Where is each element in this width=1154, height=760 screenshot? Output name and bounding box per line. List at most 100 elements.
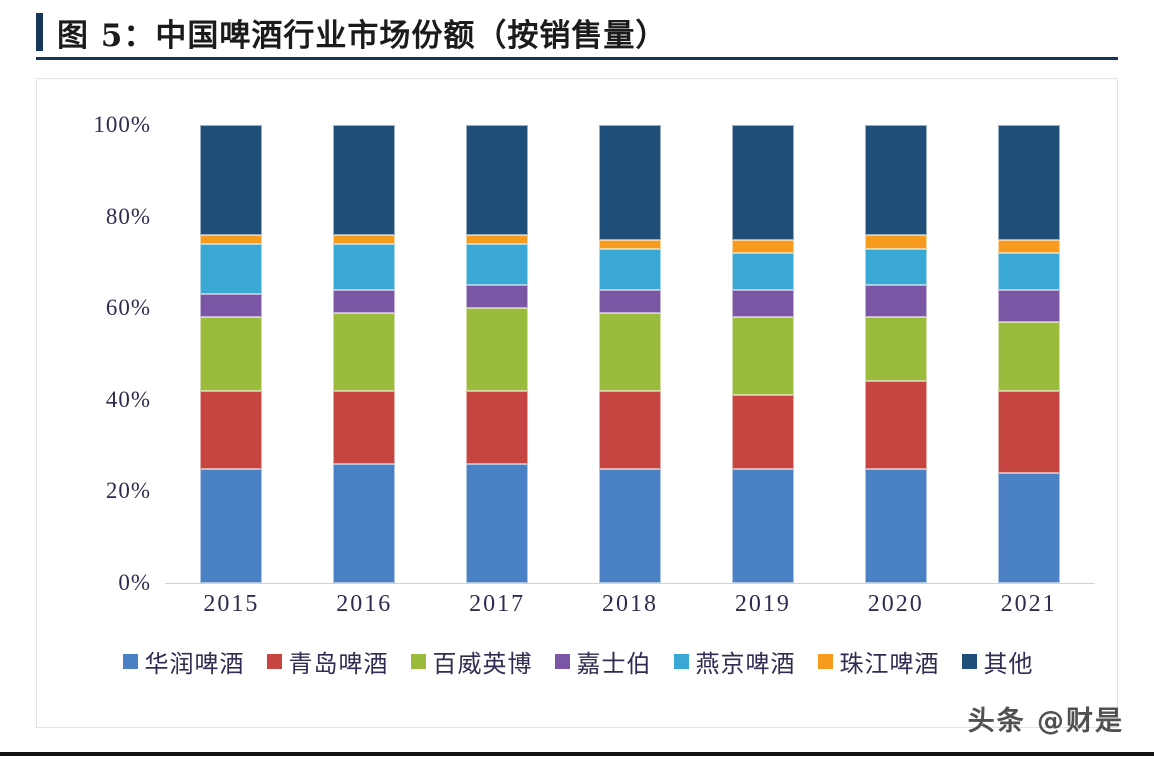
bar-column[interactable] [200, 125, 263, 583]
bar-segment[interactable] [333, 234, 396, 245]
y-axis-tick: 0% [118, 570, 151, 595]
legend-item[interactable]: 华润啤酒 [122, 644, 245, 679]
bar-segment[interactable] [200, 234, 263, 245]
legend-label: 百威英博 [432, 650, 533, 678]
bar-segment[interactable] [200, 244, 263, 295]
legend-swatch-icon [817, 654, 833, 669]
bar-segment[interactable] [997, 125, 1060, 240]
title-divider [36, 57, 1118, 60]
y-axis-tick: 40% [105, 386, 151, 412]
bar-segment[interactable] [864, 248, 927, 286]
bar-segment[interactable] [466, 244, 529, 286]
bar-segment[interactable] [200, 317, 263, 391]
x-axis-tick: 2018 [601, 591, 658, 617]
bar-segment[interactable] [466, 308, 529, 391]
y-axis-tick: 80% [105, 203, 151, 229]
bar-segment[interactable] [599, 312, 661, 391]
bar-segment[interactable] [731, 253, 794, 290]
bar-segment[interactable] [200, 468, 263, 583]
bar-segment[interactable] [200, 294, 263, 318]
stacked-bar-group [165, 125, 1095, 583]
chart-panel: 0% 20% 40% 60% 80% 100% 2015 2016 2017 2018 2019 2… [36, 78, 1118, 728]
bar-column[interactable] [333, 125, 396, 583]
bar-segment[interactable] [599, 248, 661, 290]
bar-column[interactable] [466, 125, 529, 583]
bar-segment[interactable] [200, 390, 263, 469]
legend-item[interactable]: 燕京啤酒 [673, 644, 796, 679]
title-accent-bar [36, 13, 43, 51]
legend-label: 华润啤酒 [144, 650, 245, 678]
bar-segment[interactable] [466, 463, 529, 583]
bar-segment[interactable] [731, 125, 794, 240]
bar-segment[interactable] [997, 239, 1060, 254]
legend-label: 嘉士伯 [576, 650, 652, 678]
footer-divider [0, 752, 1154, 756]
plot-area: 0% 20% 40% 60% 80% 100% 2015 2016 2017 2018 2019 2… [37, 79, 1119, 729]
bar-segment[interactable] [333, 390, 396, 464]
chart-legend: 华润啤酒 青岛啤酒 百威英博 嘉士伯 燕京啤酒 珠江啤酒 其他 [37, 644, 1119, 679]
x-axis-tick: 2019 [734, 591, 791, 617]
x-axis-baseline [165, 583, 1095, 584]
bar-segment[interactable] [200, 125, 263, 235]
x-axis-tick: 2016 [336, 591, 393, 617]
x-axis-tick: 2021 [1000, 591, 1057, 617]
x-axis-tick: 2020 [867, 591, 924, 617]
legend-item[interactable]: 百威英博 [410, 644, 533, 679]
bar-segment[interactable] [599, 239, 661, 249]
legend-swatch-icon [410, 654, 426, 669]
legend-swatch-icon [673, 654, 689, 669]
bar-segment[interactable] [599, 390, 661, 469]
legend-swatch-icon [122, 654, 138, 669]
page-title: 图 5：中国啤酒行业市场份额（按销售量） [57, 17, 668, 54]
bar-segment[interactable] [997, 253, 1060, 290]
bar-segment[interactable] [599, 289, 661, 313]
bar-column[interactable] [997, 125, 1060, 583]
bar-segment[interactable] [333, 312, 396, 391]
legend-swatch-icon [961, 654, 977, 669]
bar-segment[interactable] [731, 239, 794, 254]
x-axis-tick-labels: 2015 2016 2017 2018 2019 2020 2021 [165, 591, 1095, 631]
bar-segment[interactable] [731, 468, 794, 583]
bar-segment[interactable] [731, 317, 794, 396]
bar-segment[interactable] [333, 463, 396, 583]
bar-segment[interactable] [333, 289, 396, 313]
bar-segment[interactable] [864, 381, 927, 469]
bar-segment[interactable] [864, 234, 927, 249]
bar-segment[interactable] [466, 234, 529, 245]
bar-segment[interactable] [864, 468, 927, 583]
legend-item[interactable]: 珠江啤酒 [817, 644, 940, 679]
y-axis-tick-labels: 0% 20% 40% 60% 80% 100% [59, 79, 151, 729]
legend-item[interactable]: 嘉士伯 [554, 644, 652, 679]
bar-column[interactable] [864, 125, 927, 583]
bar-segment[interactable] [466, 390, 529, 464]
bar-column[interactable] [599, 125, 661, 583]
watermark-text: 头条 @财是 [967, 706, 1124, 737]
figure-title-bar: 图 5：中国啤酒行业市场份额（按销售量） [36, 8, 1118, 56]
bar-segment[interactable] [997, 473, 1060, 583]
bar-segment[interactable] [997, 321, 1060, 391]
bar-segment[interactable] [466, 285, 529, 309]
bar-segment[interactable] [466, 125, 529, 235]
bar-segment[interactable] [997, 289, 1060, 322]
bar-segment[interactable] [599, 125, 661, 240]
bar-segment[interactable] [599, 468, 661, 583]
x-axis-tick: 2015 [203, 591, 260, 617]
bar-segment[interactable] [333, 125, 396, 235]
bar-column[interactable] [731, 125, 794, 583]
bar-segment[interactable] [864, 317, 927, 382]
legend-label: 珠江啤酒 [839, 650, 940, 678]
legend-label: 青岛啤酒 [288, 650, 389, 678]
legend-item[interactable]: 其他 [961, 644, 1034, 679]
bar-segment[interactable] [864, 125, 927, 235]
legend-label: 其他 [983, 650, 1034, 678]
y-axis-tick: 100% [93, 112, 151, 137]
bar-segment[interactable] [864, 285, 927, 318]
bar-segment[interactable] [333, 244, 396, 290]
bar-segment[interactable] [731, 395, 794, 469]
legend-item[interactable]: 青岛啤酒 [266, 644, 389, 679]
bar-segment[interactable] [731, 289, 794, 318]
bar-segment[interactable] [997, 390, 1060, 474]
legend-label: 燕京啤酒 [695, 650, 796, 678]
x-axis-tick: 2017 [469, 591, 526, 617]
